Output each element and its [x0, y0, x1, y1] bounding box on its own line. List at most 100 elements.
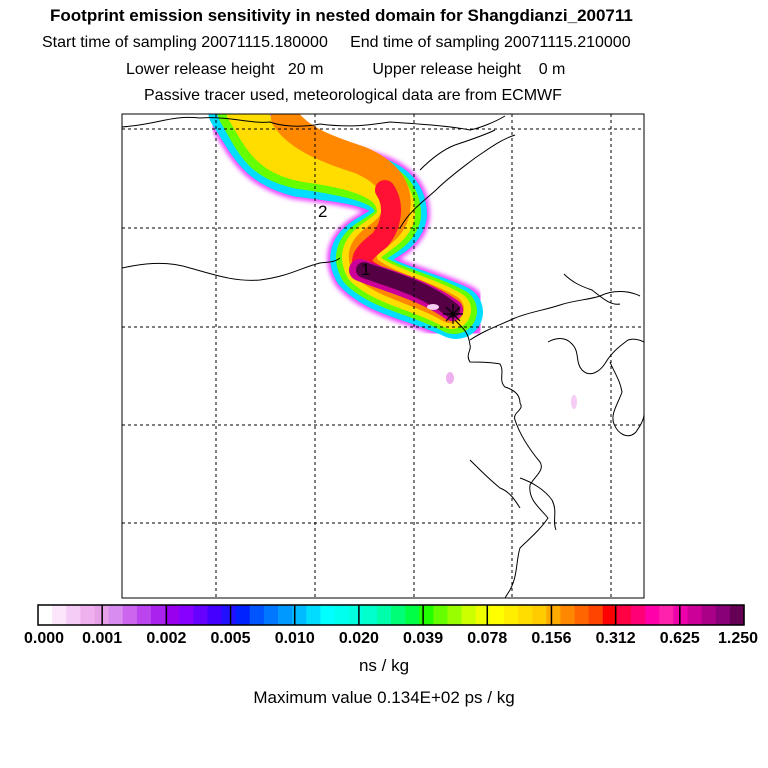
colorbar-swatch — [306, 605, 321, 625]
colorbar-swatch — [631, 605, 646, 625]
colorbar-tick-label: 0.002 — [146, 630, 187, 647]
sampling-times: Start time of sampling 20071115.180000 E… — [42, 34, 768, 52]
colorbar-swatch — [80, 605, 96, 625]
coastline — [519, 477, 557, 531]
colorbar-swatch — [334, 605, 350, 625]
colorbar-swatch — [362, 605, 378, 625]
plume-layer — [205, 114, 577, 409]
coastline — [547, 338, 644, 375]
colorbar-tick-label: 0.078 — [467, 630, 508, 647]
colorbar-swatch — [729, 605, 745, 625]
colorbar-tick-label: 0.000 — [23, 630, 65, 647]
plume-core — [356, 262, 460, 318]
colorbar-swatch — [687, 605, 703, 625]
units-label: ns / kg — [358, 656, 410, 675]
start-time-value: 20071115.180000 — [201, 34, 328, 51]
colorbar-swatch — [518, 605, 533, 625]
colorbar-swatch — [602, 605, 618, 625]
coastline — [609, 361, 644, 437]
colorbar-swatch — [405, 605, 420, 625]
colorbar-swatch — [588, 605, 604, 625]
plume-spot — [446, 372, 454, 384]
coastline — [454, 319, 549, 598]
maximum-value: Maximum value 0.134E+02 ps / kg — [0, 688, 768, 708]
colorbar-swatch — [150, 605, 166, 625]
colorbar-swatch — [263, 605, 279, 625]
colorbar — [38, 605, 745, 625]
coastline — [469, 459, 521, 509]
colorbar-swatch — [546, 605, 562, 625]
colorbar-swatch — [193, 605, 209, 625]
colorbar-tick-label: 0.039 — [403, 630, 444, 647]
colorbar-swatch — [376, 605, 392, 625]
graticule — [122, 114, 644, 598]
colorbar-swatch — [701, 605, 717, 625]
colorbar-swatch — [292, 605, 307, 625]
point-label-1: 1 — [361, 260, 370, 279]
colorbar-swatch — [475, 605, 491, 625]
border-line — [399, 134, 516, 229]
colorbar-swatch — [165, 605, 180, 625]
colorbar-swatch — [715, 605, 731, 625]
colorbar-swatch — [122, 605, 138, 625]
colorbar-swatch — [348, 605, 364, 625]
colorbar-tick-label: 0.020 — [338, 630, 379, 647]
lower-height-value: 20 m — [287, 61, 324, 78]
colorbar-swatch — [532, 605, 547, 625]
tracer-note: Passive tracer used, meteorological data… — [144, 87, 562, 104]
colorbar-swatch — [249, 605, 265, 625]
start-time-label: Start time of sampling — [42, 34, 197, 51]
max-value-label: Maximum value — [253, 688, 373, 707]
lower-height-label: Lower release height — [126, 61, 275, 78]
colorbar-swatch — [66, 605, 81, 625]
colorbar-tick-label: 0.001 — [82, 630, 123, 647]
point-label-2: 2 — [318, 202, 327, 221]
upper-height-label: Upper release height — [372, 61, 521, 78]
plume-spot — [571, 395, 577, 409]
border-line — [419, 129, 496, 171]
colorbar-swatch — [52, 605, 67, 625]
colorbar-dividers — [101, 605, 681, 625]
plot-title: Footprint emission sensitivity in nested… — [50, 6, 633, 25]
release-site-marker — [443, 304, 463, 324]
colorbar-tick-label: 0.312 — [595, 630, 636, 647]
end-time-label: End time of sampling — [350, 34, 500, 51]
release-heights: Lower release height 20 m Upper release … — [126, 61, 768, 79]
colorbar-swatch — [659, 605, 674, 625]
colorbar-swatch — [489, 605, 505, 625]
colorbar-swatch — [616, 605, 632, 625]
colorbar-swatch — [673, 605, 689, 625]
colorbar-swatch — [447, 605, 463, 625]
coastline — [469, 291, 641, 341]
map-frame — [121, 113, 645, 599]
colorbar-swatch — [560, 605, 576, 625]
colorbar-tick-label: 0.005 — [210, 630, 251, 647]
plume-spot — [427, 304, 439, 310]
colorbar-tick-label: 0.010 — [274, 630, 315, 647]
max-value-text: 0.134E+02 ps / kg — [377, 688, 515, 707]
colorbar-swatch — [419, 605, 434, 625]
colorbar-swatch — [278, 605, 293, 625]
upper-height-value: 0 m — [538, 61, 566, 78]
colorbar-tick-label: 0.625 — [659, 630, 700, 647]
colorbar-tick-label: 1.250 — [717, 630, 759, 647]
colorbar-swatch — [461, 605, 477, 625]
colorbar-swatch — [221, 605, 237, 625]
colorbar-swatch — [645, 605, 660, 625]
colorbar-swatch — [38, 605, 53, 625]
colorbar-swatch — [179, 605, 194, 625]
colorbar-swatch — [136, 605, 152, 625]
border-line — [122, 257, 341, 281]
colorbar-swatch — [320, 605, 336, 625]
colorbar-swatch — [433, 605, 449, 625]
colorbar-swatch — [391, 605, 406, 625]
coastline — [563, 273, 621, 305]
end-time-value: 20071115.210000 — [503, 34, 631, 51]
coastlines — [122, 115, 644, 598]
colorbar-swatch — [574, 605, 590, 625]
colorbar-tick-label: 0.156 — [531, 630, 572, 647]
colorbar-swatch — [108, 605, 124, 625]
colorbar-frame — [37, 604, 745, 626]
border-line — [122, 115, 506, 131]
